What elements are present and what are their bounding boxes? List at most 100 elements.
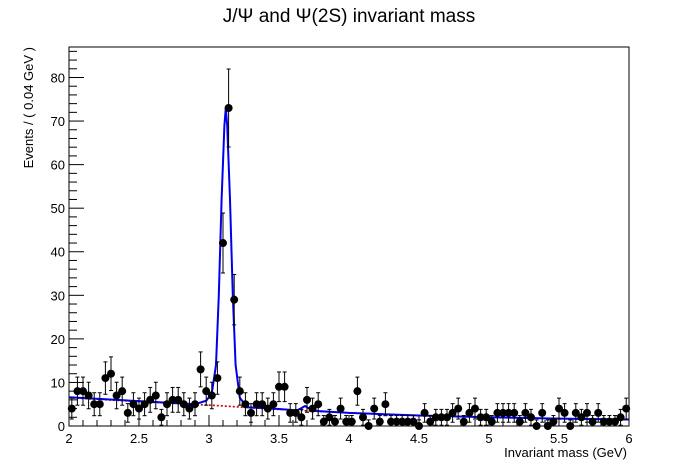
data-marker: [409, 417, 418, 426]
data-point: [347, 415, 356, 427]
data-point: [387, 415, 395, 427]
data-marker: [599, 417, 608, 426]
y-tick-label: 20: [51, 332, 65, 347]
data-marker: [331, 417, 339, 426]
x-tick-label: 5: [485, 431, 492, 446]
data-marker: [504, 408, 513, 417]
data-point: [448, 403, 457, 423]
data-point: [431, 408, 440, 426]
data-marker: [107, 369, 115, 378]
data-point: [79, 376, 87, 406]
data-marker: [359, 413, 367, 422]
data-point: [409, 415, 418, 427]
data-marker: [297, 413, 306, 422]
data-point: [392, 415, 401, 427]
data-point: [622, 397, 631, 420]
data-point: [443, 408, 451, 426]
data-marker: [263, 404, 272, 413]
data-marker: [168, 395, 177, 404]
data-marker: [543, 422, 552, 430]
data-marker: [275, 382, 283, 391]
data-point: [465, 403, 474, 423]
data-marker: [202, 387, 211, 396]
data-point: [129, 392, 138, 417]
data-point: [515, 415, 524, 427]
data-point: [247, 403, 255, 423]
data-marker: [392, 417, 401, 426]
data-marker: [163, 400, 171, 409]
data-point: [157, 408, 166, 426]
data-marker: [84, 391, 93, 400]
data-marker: [286, 408, 295, 417]
data-point: [219, 212, 227, 274]
data-point: [611, 415, 619, 427]
data-marker: [566, 422, 575, 430]
x-tick-label: 4.5: [410, 431, 428, 446]
data-point: [420, 403, 429, 423]
data-marker: [353, 387, 362, 396]
data-marker: [510, 408, 519, 417]
data-point: [280, 371, 289, 403]
x-tick-label: 3.5: [270, 431, 288, 446]
data-point: [73, 376, 82, 406]
data-point: [319, 415, 328, 427]
data-marker: [387, 417, 395, 426]
data-marker: [476, 413, 485, 422]
data-marker: [364, 422, 373, 430]
data-marker: [538, 408, 547, 417]
data-point: [308, 397, 317, 420]
data-point: [398, 415, 407, 427]
data-point: [336, 397, 345, 420]
x-tick-label: 6: [625, 431, 632, 446]
data-marker: [555, 404, 563, 413]
data-marker: [157, 413, 166, 422]
data-point: [314, 392, 323, 417]
data-marker: [213, 374, 222, 383]
data-marker: [185, 404, 194, 413]
data-marker: [325, 413, 334, 422]
data-point: [179, 392, 188, 417]
data-point: [510, 403, 519, 423]
data-marker: [191, 400, 199, 409]
data-marker: [291, 408, 300, 417]
data-point: [471, 397, 479, 420]
data-point: [594, 403, 603, 423]
data-marker: [135, 404, 143, 413]
data-marker: [123, 408, 132, 417]
data-point: [107, 356, 115, 392]
data-marker: [140, 400, 149, 409]
data-point: [325, 408, 334, 426]
data-marker: [426, 417, 435, 426]
data-marker: [594, 408, 603, 417]
data-point: [252, 392, 261, 417]
data-point: [359, 408, 367, 426]
data-marker: [95, 400, 104, 409]
data-marker: [196, 365, 205, 374]
data-marker: [532, 422, 541, 430]
data-point: [599, 415, 608, 427]
x-tick-label: 3: [205, 431, 212, 446]
data-marker: [73, 387, 82, 396]
data-marker: [370, 404, 379, 413]
data-point: [297, 408, 306, 426]
chart-title: J/Ψ and Ψ(2S) invariant mass: [223, 6, 475, 27]
data-point: [202, 376, 211, 406]
y-tick-label: 60: [51, 158, 65, 173]
data-point: [241, 392, 250, 417]
data-marker: [560, 408, 569, 417]
y-tick-label: 50: [51, 201, 65, 216]
data-marker: [515, 417, 524, 426]
y-tick-label: 70: [51, 114, 65, 129]
data-point: [583, 403, 591, 423]
data-marker: [527, 413, 535, 422]
y-tick-label: 40: [51, 245, 65, 260]
data-point: [487, 415, 496, 427]
data-marker: [314, 400, 323, 409]
data-marker: [308, 404, 317, 413]
data-marker: [431, 413, 440, 422]
x-tick-label: 5.5: [550, 431, 568, 446]
data-marker: [224, 103, 233, 112]
data-point: [555, 397, 563, 420]
